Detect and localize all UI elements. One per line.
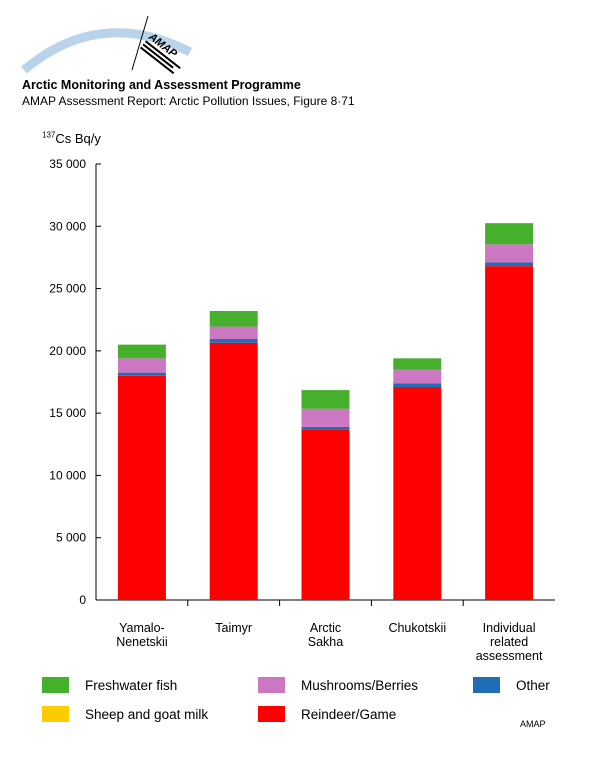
bar-segment-freshwater-fish xyxy=(117,344,166,359)
y-tick-label: 10 000 xyxy=(49,468,86,482)
legend-swatch-sheep-goat-milk xyxy=(42,706,69,722)
legend-label-other: Other xyxy=(516,677,550,693)
logo-line xyxy=(131,15,149,71)
legend-label-mushrooms-berries: Mushrooms/Berries xyxy=(301,677,419,693)
bar-segment-mushrooms-berries xyxy=(301,408,350,427)
logo-lines xyxy=(142,43,174,69)
bar-segment-other xyxy=(209,339,258,343)
y-tick-label: 15 000 xyxy=(49,406,86,420)
x-category-label: Chukotskii xyxy=(388,621,446,635)
legend-label-sheep-goat-milk: Sheep and goat milk xyxy=(85,706,209,722)
legend-label-reindeer-game: Reindeer/Game xyxy=(301,706,397,722)
legend-item-freshwater-fish: Freshwater fish xyxy=(42,677,177,693)
legend-item-sheep-goat-milk: Sheep and goat milk xyxy=(42,706,208,722)
bar-segment-mushrooms-berries xyxy=(209,326,258,340)
bar-segment-other xyxy=(485,262,534,267)
bar-segment-other xyxy=(301,426,350,430)
bar-segment-reindeer-game xyxy=(393,386,442,600)
y-axis-label-text: Cs Bq/y xyxy=(55,131,101,146)
bar-segment-reindeer-game xyxy=(485,266,534,600)
legend-item-mushrooms-berries: Mushrooms/Berries xyxy=(258,677,418,693)
y-axis-label: 137Cs Bq/y xyxy=(42,131,101,146)
logo-lines xyxy=(139,46,175,74)
legend-swatch-other xyxy=(473,677,500,693)
bar-segment-reindeer-game xyxy=(117,375,166,600)
x-category-label: related xyxy=(490,635,528,649)
x-category-label: Sakha xyxy=(308,635,343,649)
bar-segment-other xyxy=(393,383,442,387)
y-tick-label: 5 000 xyxy=(56,531,86,545)
bar-segment-mushrooms-berries xyxy=(393,369,442,384)
x-category-label: Nenetskii xyxy=(116,635,167,649)
x-category-label: Yamalo- xyxy=(119,621,165,635)
y-tick-label: 0 xyxy=(79,593,86,607)
bar-segment-mushrooms-berries xyxy=(485,244,534,263)
legend-item-other: Other xyxy=(473,677,550,693)
header-title: Arctic Monitoring and Assessment Program… xyxy=(22,78,301,92)
bar-segment-freshwater-fish xyxy=(301,390,350,409)
y-axis-label-superscript: 137 xyxy=(42,130,56,140)
bar-segment-other xyxy=(117,372,166,376)
y-tick-label: 25 000 xyxy=(49,282,86,296)
amap-logo: AMAP xyxy=(21,15,193,74)
bar-segment-reindeer-game xyxy=(209,342,258,600)
header-subtitle: AMAP Assessment Report: Arctic Pollution… xyxy=(22,94,355,108)
bar-segment-freshwater-fish xyxy=(393,358,442,370)
bar-segment-freshwater-fish xyxy=(209,310,258,327)
y-tick-label: 20 000 xyxy=(49,344,86,358)
x-category-label: Taimyr xyxy=(215,621,252,635)
legend-item-reindeer-game: Reindeer/Game xyxy=(258,706,396,722)
credit-text: AMAP xyxy=(520,719,546,729)
bar-segment-mushrooms-berries xyxy=(117,358,166,373)
legend-swatch-freshwater-fish xyxy=(42,677,69,693)
logo-lines xyxy=(144,40,181,70)
x-category-label: Arctic xyxy=(310,621,341,635)
logo-arc xyxy=(21,28,193,74)
legend-label-freshwater-fish: Freshwater fish xyxy=(85,677,178,693)
y-tick-label: 35 000 xyxy=(49,157,86,171)
bar-segment-reindeer-game xyxy=(301,429,350,600)
y-tick-label: 30 000 xyxy=(49,219,86,233)
bar-segment-freshwater-fish xyxy=(485,223,534,245)
x-category-label: assessment xyxy=(476,649,543,663)
legend-swatch-reindeer-game xyxy=(258,706,285,722)
legend-swatch-mushrooms-berries xyxy=(258,677,285,693)
x-category-label: Individual xyxy=(483,621,536,635)
